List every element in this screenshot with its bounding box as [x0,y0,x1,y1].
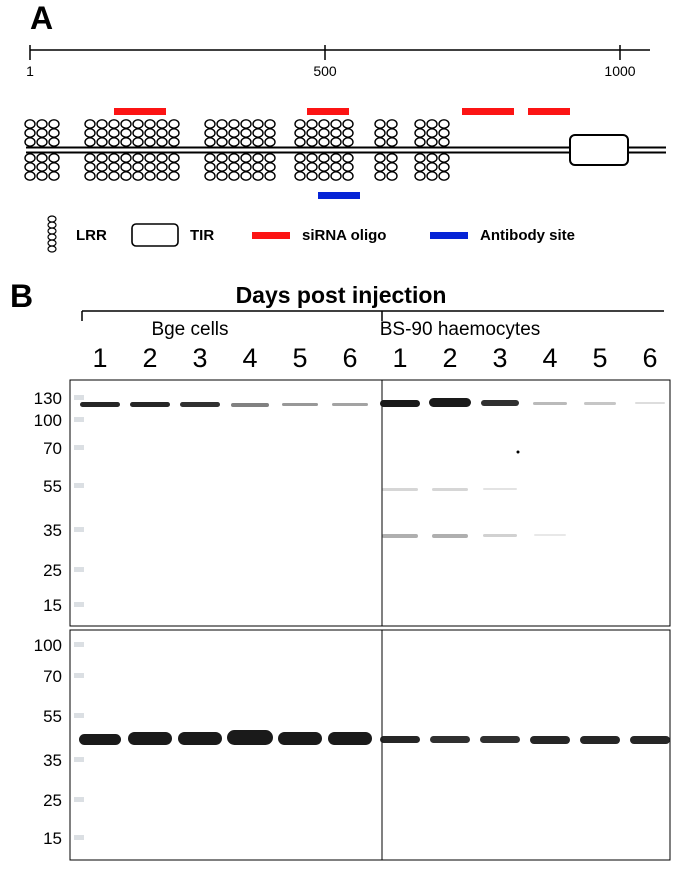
svg-text:Bge cells: Bge cells [151,319,228,340]
svg-text:15: 15 [43,829,62,848]
svg-text:35: 35 [43,751,62,770]
svg-text:100: 100 [34,636,62,655]
svg-text:100: 100 [34,411,62,430]
svg-text:1: 1 [392,343,407,373]
svg-text:5: 5 [292,343,307,373]
svg-text:55: 55 [43,477,62,496]
svg-text:3: 3 [492,343,507,373]
svg-text:70: 70 [43,667,62,686]
svg-text:2: 2 [442,343,457,373]
svg-text:25: 25 [43,561,62,580]
svg-text:1: 1 [92,343,107,373]
svg-text:6: 6 [342,343,357,373]
svg-text:70: 70 [43,439,62,458]
svg-text:5: 5 [592,343,607,373]
svg-text:2: 2 [142,343,157,373]
svg-text:4: 4 [542,343,557,373]
svg-text:15: 15 [43,596,62,615]
svg-text:BS-90 haemocytes: BS-90 haemocytes [380,319,541,340]
svg-text:3: 3 [192,343,207,373]
panel-b-blots: Bge cells BS-90 haemocytes 1 2 3 4 5 6 1 2 3 4 5 6 130… [0,0,682,874]
svg-text:130: 130 [34,389,62,408]
svg-text:25: 25 [43,791,62,810]
svg-text:35: 35 [43,521,62,540]
svg-text:6: 6 [642,343,657,373]
svg-text:4: 4 [242,343,257,373]
svg-text:55: 55 [43,707,62,726]
